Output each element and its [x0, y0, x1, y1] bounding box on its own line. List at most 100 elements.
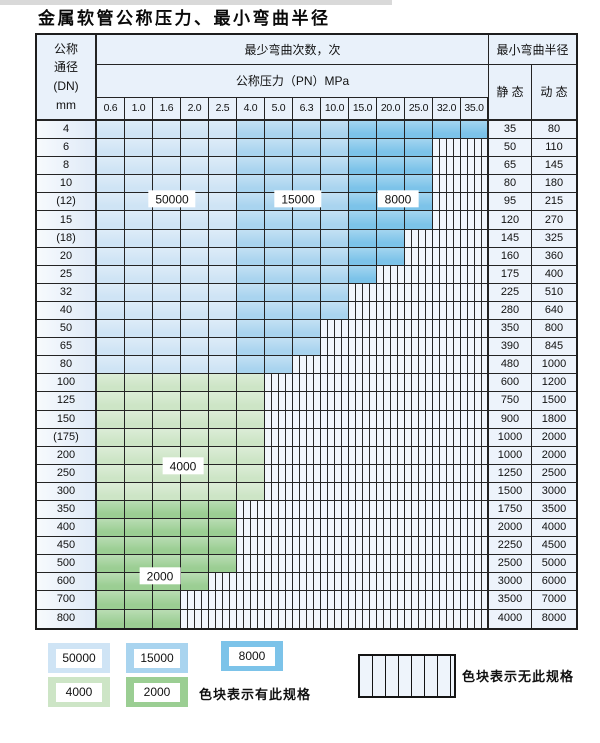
spec-available-cell — [209, 139, 237, 158]
spec-available-cell — [125, 374, 153, 393]
spec-unavailable-cell — [433, 139, 461, 158]
spec-unavailable-cell — [321, 555, 349, 574]
spec-unavailable-cell — [293, 464, 321, 483]
spec-unavailable-cell — [377, 573, 405, 592]
spec-available-cell — [237, 410, 265, 429]
spec-unavailable-cell — [349, 283, 377, 302]
spec-available-cell — [153, 211, 181, 230]
dn-cell: 700 — [37, 591, 97, 610]
spec-unavailable-cell — [181, 609, 209, 628]
spec-available-cell — [125, 229, 153, 248]
spec-available-cell — [265, 265, 293, 284]
spec-unavailable-cell — [293, 356, 321, 375]
dn-cell: 50 — [37, 320, 97, 339]
spec-available-cell — [97, 265, 125, 284]
spec-available-cell — [237, 247, 265, 266]
spec-available-cell — [209, 555, 237, 574]
spec-available-cell — [209, 193, 237, 212]
spec-unavailable-cell — [405, 265, 433, 284]
spec-available-cell — [237, 157, 265, 176]
spec-available-cell — [153, 175, 181, 194]
spec-available-cell — [153, 374, 181, 393]
spec-unavailable-cell — [321, 356, 349, 375]
spec-available-cell — [153, 283, 181, 302]
spec-available-cell — [153, 428, 181, 447]
legend-swatch-value: 8000 — [229, 646, 275, 666]
spec-available-cell — [265, 338, 293, 357]
spec-available-cell — [377, 211, 405, 230]
radius-header: 最小弯曲半径 — [489, 35, 576, 65]
spec-unavailable-cell — [433, 591, 461, 610]
spec-unavailable-cell — [405, 482, 433, 501]
spec-available-cell — [181, 121, 209, 140]
dynamic-radius-cell: 845 — [532, 338, 576, 357]
spec-available-cell — [293, 211, 321, 230]
spec-available-cell — [209, 392, 237, 411]
spec-unavailable-cell — [321, 537, 349, 556]
spec-unavailable-cell — [349, 482, 377, 501]
spec-unavailable-cell — [265, 500, 293, 520]
spec-available-cell — [181, 356, 209, 375]
spec-unavailable-cell — [461, 482, 489, 501]
spec-available-cell — [209, 482, 237, 501]
static-radius-cell: 3500 — [489, 591, 532, 610]
spec-unavailable-cell — [405, 320, 433, 339]
spec-unavailable-cell — [405, 519, 433, 538]
spec-unavailable-cell — [349, 573, 377, 592]
spec-available-cell — [209, 301, 237, 321]
spec-unavailable-cell — [321, 519, 349, 538]
legend-hatch-swatch — [358, 654, 456, 698]
spec-available-cell — [293, 320, 321, 339]
spec-available-cell — [97, 519, 125, 538]
spec-unavailable-cell — [321, 410, 349, 429]
spec-available-cell — [181, 301, 209, 321]
spec-available-cell — [125, 301, 153, 321]
static-radius-cell: 600 — [489, 374, 532, 393]
spec-available-cell — [181, 392, 209, 411]
legend-swatch-4000: 4000 — [48, 677, 110, 707]
static-radius-cell: 160 — [489, 247, 532, 266]
spec-unavailable-cell — [293, 392, 321, 411]
spec-available-cell — [209, 374, 237, 393]
dynamic-radius-cell: 4500 — [532, 537, 576, 556]
spec-unavailable-cell — [293, 446, 321, 465]
spec-unavailable-cell — [265, 410, 293, 429]
spec-available-cell — [153, 410, 181, 429]
dynamic-radius-cell: 215 — [532, 193, 576, 212]
spec-unavailable-cell — [377, 482, 405, 501]
legend-present-label: 色块表示有此规格 — [199, 687, 312, 702]
spec-available-cell — [293, 229, 321, 248]
spec-available-cell — [349, 211, 377, 230]
spec-available-cell — [97, 320, 125, 339]
spec-available-cell — [125, 193, 153, 212]
spec-unavailable-cell — [461, 229, 489, 248]
dn-cell: 4 — [37, 121, 97, 140]
spec-available-cell — [181, 500, 209, 520]
spec-available-cell — [265, 320, 293, 339]
dynamic-radius-cell: 2000 — [532, 446, 576, 465]
spec-available-cell — [153, 482, 181, 501]
spec-unavailable-cell — [237, 519, 265, 538]
spec-unavailable-cell — [461, 139, 489, 158]
spec-available-cell — [97, 338, 125, 357]
spec-available-cell — [181, 247, 209, 266]
spec-available-cell — [321, 121, 349, 140]
spec-available-cell — [153, 139, 181, 158]
spec-unavailable-cell — [237, 609, 265, 628]
dynamic-radius-cell: 8000 — [532, 609, 576, 628]
spec-available-cell — [349, 139, 377, 158]
legend-absent-label: 色块表示无此规格 — [462, 669, 575, 684]
spec-available-cell — [321, 157, 349, 176]
spec-available-cell — [97, 464, 125, 483]
spec-unavailable-cell — [377, 338, 405, 357]
spec-available-cell — [97, 555, 125, 574]
dn-cell: 150 — [37, 410, 97, 429]
spec-unavailable-cell — [265, 464, 293, 483]
dn-cell: 80 — [37, 356, 97, 375]
dn-cell: 400 — [37, 519, 97, 538]
static-radius-cell: 65 — [489, 157, 532, 176]
spec-available-cell — [125, 464, 153, 483]
spec-unavailable-cell — [405, 446, 433, 465]
spec-available-cell — [97, 410, 125, 429]
spec-available-cell — [125, 591, 153, 610]
